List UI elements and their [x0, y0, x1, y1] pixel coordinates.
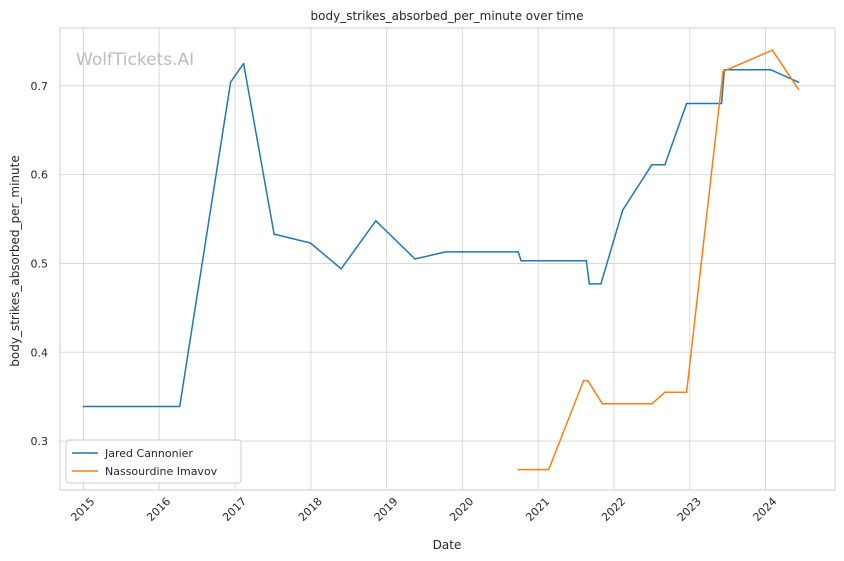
data-point-nassourdine-imavov [797, 88, 800, 91]
plot-area [59, 27, 836, 491]
data-point-jared-cannonier [309, 242, 312, 244]
data-point-nassourdine-imavov [517, 468, 519, 471]
legend: Jared Cannonier Nassourdine Imavov [65, 439, 242, 484]
data-point-nassourdine-imavov [601, 403, 604, 405]
data-point-jared-cannonier [517, 251, 519, 253]
legend-box [65, 439, 242, 484]
y-tick-label: 0.7 [31, 80, 49, 93]
data-point-jared-cannonier [414, 258, 416, 260]
data-point-jared-cannonier [651, 164, 653, 166]
legend-label-jared-cannonier: Jared Cannonier [104, 447, 193, 460]
data-point-jared-cannonier [444, 251, 447, 253]
data-point-jared-cannonier [170, 405, 173, 408]
data-point-jared-cannonier [82, 405, 85, 408]
data-point-jared-cannonier [520, 260, 522, 262]
data-point-jared-cannonier [770, 69, 772, 71]
data-point-jared-cannonier [600, 283, 602, 285]
x-axis-label: Date [433, 538, 462, 552]
data-point-jared-cannonier [273, 233, 275, 235]
data-point-jared-cannonier [242, 62, 245, 65]
y-tick-label: 0.5 [31, 257, 49, 270]
legend-label-nassourdine-imavov: Nassourdine Imavov [105, 465, 218, 478]
data-point-jared-cannonier [685, 102, 688, 105]
data-point-nassourdine-imavov [547, 468, 550, 471]
data-point-nassourdine-imavov [651, 403, 653, 405]
data-point-nassourdine-imavov [722, 70, 724, 73]
data-point-jared-cannonier [340, 268, 343, 270]
data-point-nassourdine-imavov [771, 49, 774, 51]
data-point-jared-cannonier [549, 260, 552, 262]
data-point-jared-cannonier [664, 164, 666, 166]
data-point-jared-cannonier [229, 81, 232, 83]
data-point-nassourdine-imavov [587, 379, 589, 382]
chart-title: body_strikes_absorbed_per_minute over ti… [311, 9, 584, 23]
data-point-jared-cannonier [764, 69, 767, 71]
data-point-nassourdine-imavov [685, 391, 688, 394]
data-point-jared-cannonier [375, 220, 377, 222]
y-tick-label: 0.4 [31, 346, 49, 359]
y-axis-label: body_strikes_absorbed_per_minute [8, 155, 22, 366]
data-point-jared-cannonier [585, 260, 588, 262]
data-point-jared-cannonier [621, 209, 624, 211]
data-point-nassourdine-imavov [582, 379, 585, 382]
data-point-nassourdine-imavov [664, 391, 666, 394]
data-point-jared-cannonier [461, 251, 464, 253]
watermark: WolfTickets.AI [76, 50, 194, 70]
grid [60, 28, 835, 490]
data-point-jared-cannonier [720, 102, 723, 105]
series-layer [82, 49, 800, 471]
y-tick-label: 0.3 [31, 435, 49, 448]
data-point-jared-cannonier [588, 283, 591, 285]
data-point-jared-cannonier [178, 405, 181, 408]
y-tick-label: 0.6 [31, 169, 49, 182]
data-point-jared-cannonier [797, 81, 800, 83]
